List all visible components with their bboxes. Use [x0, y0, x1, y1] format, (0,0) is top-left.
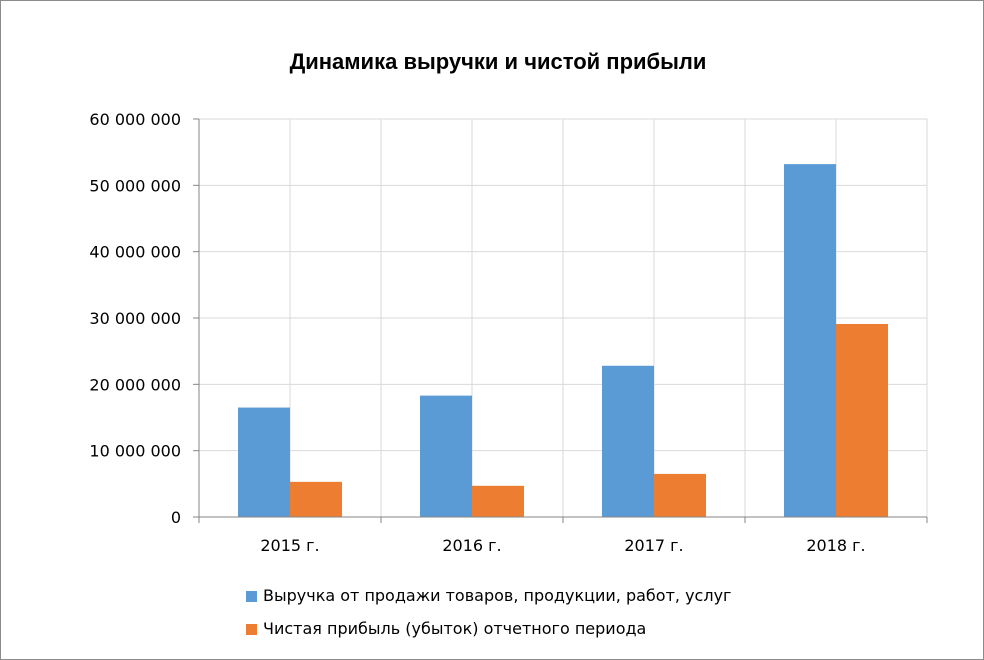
- legend: Выручка от продажи товаров, продукции, р…: [246, 586, 731, 638]
- bar-revenue: [602, 365, 654, 517]
- y-tick-label: 40 000 000: [89, 243, 181, 262]
- bar-revenue: [238, 407, 290, 517]
- bars: [238, 164, 888, 517]
- y-tick-label: 30 000 000: [89, 309, 181, 328]
- y-tick-label: 20 000 000: [89, 375, 181, 394]
- x-tick-labels: 2015 г. 2016 г. 2017 г. 2018 г.: [260, 536, 865, 555]
- legend-label: Чистая прибыль (убыток) отчетного период…: [263, 619, 646, 638]
- y-tick-label: 0: [171, 508, 181, 527]
- x-tick-label: 2017 г.: [624, 536, 683, 555]
- y-tick-labels: 0 10 000 000 20 000 000 30 000 000 40 000 00…: [89, 110, 181, 527]
- legend-swatch: [246, 624, 257, 635]
- axes: [193, 118, 928, 523]
- bar-net-profit: [836, 323, 888, 517]
- bar-net-profit: [654, 473, 706, 517]
- x-tick-label: 2016 г.: [442, 536, 501, 555]
- bar-net-profit: [290, 481, 342, 517]
- y-tick-label: 60 000 000: [89, 110, 181, 129]
- legend-label: Выручка от продажи товаров, продукции, р…: [263, 586, 731, 605]
- x-tick-label: 2018 г.: [806, 536, 865, 555]
- x-tick-label: 2015 г.: [260, 536, 319, 555]
- legend-swatch: [246, 591, 257, 602]
- bar-revenue: [784, 164, 836, 517]
- bar-revenue: [420, 395, 472, 517]
- bar-net-profit: [472, 485, 524, 517]
- chart-title: Динамика выручки и чистой прибыли: [290, 49, 707, 74]
- y-tick-label: 10 000 000: [89, 442, 181, 461]
- y-tick-label: 50 000 000: [89, 176, 181, 195]
